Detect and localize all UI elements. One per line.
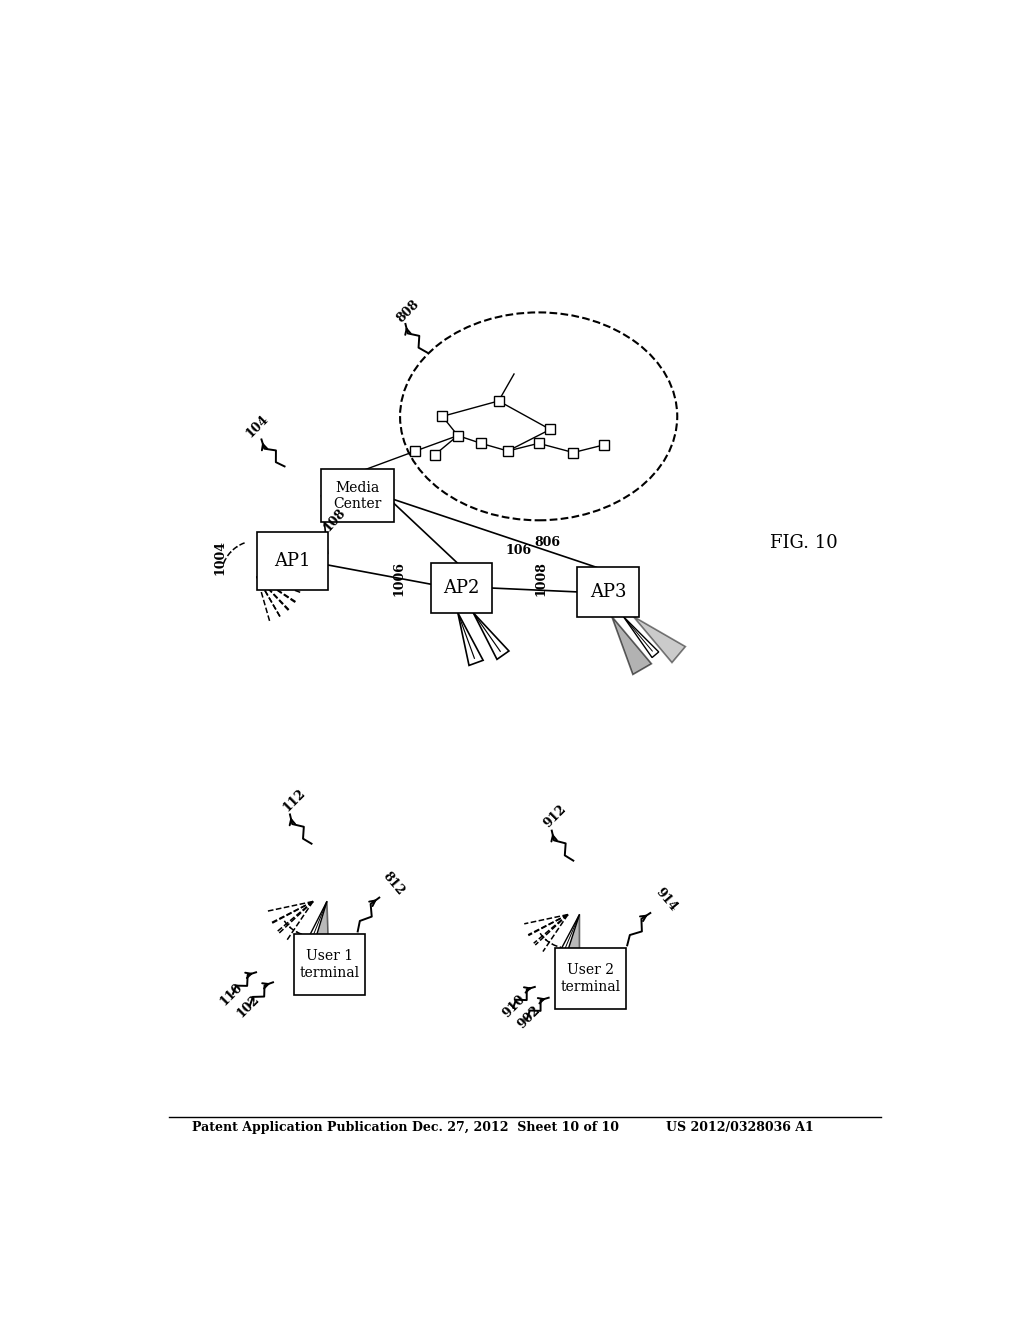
Text: Dec. 27, 2012  Sheet 10 of 10: Dec. 27, 2012 Sheet 10 of 10 [412,1121,618,1134]
Bar [545,425,555,434]
Polygon shape [458,612,483,665]
Text: 910: 910 [500,993,527,1020]
Bar [430,450,439,459]
Bar [476,438,486,449]
Text: User 1
terminal: User 1 terminal [299,949,359,979]
Polygon shape [473,612,509,660]
Text: 902: 902 [515,1003,543,1031]
Text: AP1: AP1 [274,552,310,570]
Bar [453,430,463,441]
FancyBboxPatch shape [431,564,493,612]
FancyBboxPatch shape [322,470,394,521]
Polygon shape [611,616,651,675]
Polygon shape [306,902,327,945]
Text: 914: 914 [652,886,679,913]
Text: Patent Application Publication: Patent Application Publication [193,1121,408,1134]
Bar [568,447,579,458]
Polygon shape [560,915,580,964]
Bar [503,446,513,455]
Text: 104: 104 [244,412,271,440]
Polygon shape [558,915,580,957]
Text: 108: 108 [321,506,348,535]
Text: 112: 112 [281,787,308,814]
Text: 808: 808 [394,297,422,325]
Bar [437,412,447,421]
Bar [534,438,544,449]
Text: AP3: AP3 [590,583,627,601]
FancyBboxPatch shape [578,566,639,616]
Text: US 2012/0328036 A1: US 2012/0328036 A1 [666,1121,813,1134]
Text: 812: 812 [380,870,407,899]
Text: Media
Center: Media Center [334,480,382,511]
Text: 102: 102 [234,993,262,1020]
FancyBboxPatch shape [555,948,626,1010]
Text: User 2
terminal: User 2 terminal [560,964,621,994]
Polygon shape [624,616,658,657]
Bar [411,446,421,455]
Text: 1008: 1008 [535,561,547,595]
Text: AP2: AP2 [443,579,480,597]
FancyBboxPatch shape [294,933,365,995]
Polygon shape [308,902,329,952]
FancyBboxPatch shape [257,532,328,590]
Text: 912: 912 [541,803,568,830]
Text: 110: 110 [217,981,246,1008]
Text: 806: 806 [535,536,560,549]
Text: 1006: 1006 [392,561,406,595]
Text: 106: 106 [506,544,531,557]
Bar [599,440,609,450]
Text: FIG. 10: FIG. 10 [770,535,838,552]
Bar [494,396,504,407]
Polygon shape [634,616,685,663]
Text: 1004: 1004 [214,540,226,576]
